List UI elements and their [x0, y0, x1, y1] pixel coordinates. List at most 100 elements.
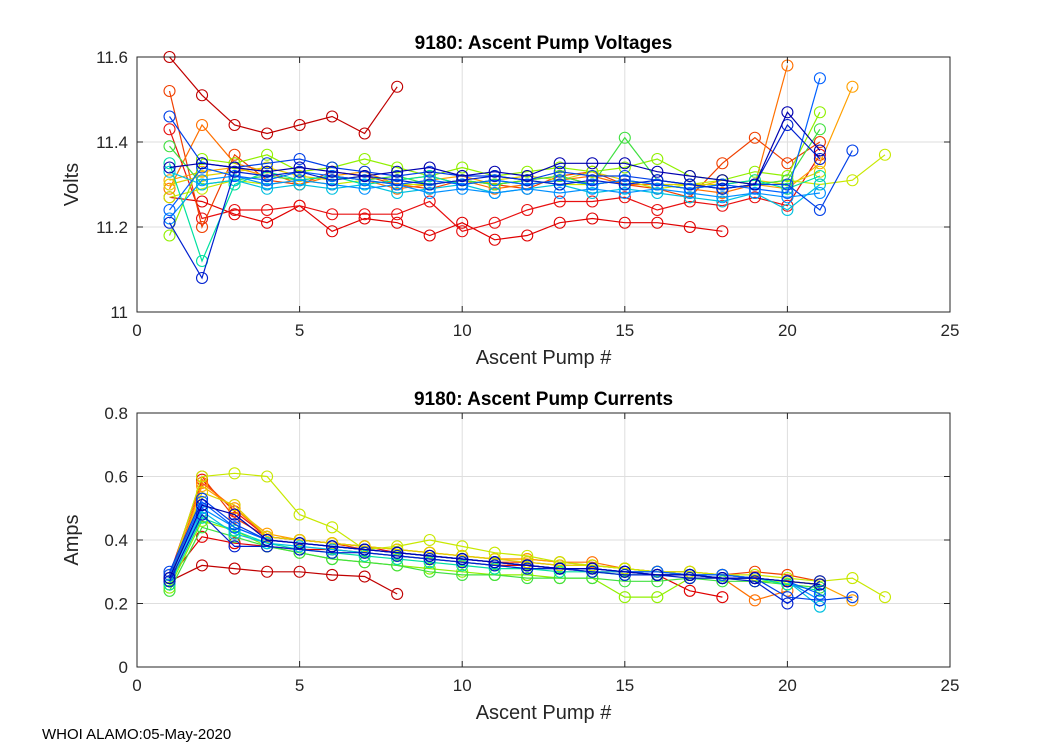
- data-point: [813, 106, 826, 119]
- data-point: [228, 178, 241, 191]
- data-point: [326, 546, 339, 559]
- data-point: [618, 575, 631, 588]
- data-point: [163, 216, 176, 229]
- data-point: [326, 225, 339, 238]
- data-point: [358, 570, 371, 583]
- data-point: [586, 169, 599, 183]
- series-line: [169, 175, 820, 219]
- data-point: [813, 165, 826, 178]
- chart-title: 9180: Ascent Pump Currents: [414, 389, 673, 410]
- data-point: [391, 174, 404, 187]
- data-point: [683, 568, 696, 581]
- x-tick-label: 25: [941, 676, 960, 695]
- data-point: [781, 174, 794, 187]
- data-point: [195, 169, 209, 183]
- x-tick-label: 10: [453, 676, 472, 695]
- y-tick-label: 0.8: [104, 404, 128, 423]
- data-point: [488, 165, 501, 178]
- data-point: [293, 565, 306, 578]
- data-point: [163, 123, 176, 136]
- series-line: [169, 56, 398, 135]
- data-point: [683, 584, 696, 597]
- data-point: [163, 157, 176, 170]
- data-point: [748, 572, 761, 585]
- data-point: [716, 195, 729, 208]
- data-point: [423, 556, 436, 569]
- data-point: [553, 174, 566, 187]
- data-point: [618, 157, 631, 170]
- data-point: [813, 148, 826, 161]
- data-point: [163, 182, 176, 195]
- data-point: [683, 178, 696, 191]
- data-point: [618, 591, 631, 604]
- data-point: [618, 186, 631, 200]
- data-point: [716, 575, 729, 588]
- x-axis-label: Ascent Pump #: [476, 347, 613, 369]
- data-point: [163, 572, 176, 585]
- y-axis-label: Amps: [61, 514, 83, 565]
- data-point: [293, 152, 306, 166]
- data-point: [553, 157, 566, 170]
- data-point: [781, 568, 794, 581]
- data-point: [618, 182, 631, 195]
- x-tick-label: 0: [132, 676, 141, 695]
- data-point: [163, 203, 176, 217]
- data-point: [391, 587, 404, 601]
- data-point: [618, 565, 631, 578]
- data-point: [651, 575, 664, 588]
- data-point: [261, 470, 274, 483]
- data-point: [781, 575, 794, 588]
- data-point: [521, 178, 534, 191]
- data-point: [553, 169, 566, 183]
- data-point: [163, 229, 176, 242]
- data-point: [195, 89, 209, 102]
- plot-area: [137, 57, 950, 312]
- data-point: [261, 157, 274, 170]
- data-point: [586, 186, 599, 200]
- data-point: [618, 161, 631, 174]
- data-point: [261, 182, 274, 195]
- data-point: [228, 518, 241, 531]
- data-point: [228, 508, 241, 521]
- data-point: [813, 186, 826, 200]
- y-tick-label: 0.4: [104, 531, 128, 550]
- series-10: [163, 521, 826, 597]
- data-point: [423, 165, 436, 178]
- data-point: [748, 568, 761, 581]
- data-point: [683, 220, 696, 234]
- data-point: [813, 581, 826, 594]
- data-point: [553, 165, 566, 178]
- data-point: [163, 191, 176, 204]
- data-point: [423, 546, 436, 559]
- data-point: [846, 144, 859, 157]
- data-point: [423, 178, 436, 191]
- data-point: [813, 600, 826, 613]
- data-point: [456, 549, 469, 562]
- data-point: [683, 186, 696, 200]
- data-point: [358, 546, 371, 559]
- data-point: [163, 140, 176, 153]
- data-point: [586, 559, 599, 572]
- series-line: [168, 123, 821, 280]
- data-point: [261, 148, 274, 161]
- series-line: [169, 111, 821, 186]
- data-point: [651, 591, 664, 604]
- data-point: [195, 559, 209, 572]
- data-point: [683, 182, 696, 195]
- data-point: [261, 540, 274, 553]
- data-point: [716, 191, 729, 204]
- data-point: [813, 594, 826, 607]
- data-point: [553, 195, 566, 208]
- data-point: [553, 178, 566, 191]
- data-point: [781, 572, 794, 585]
- data-point: [391, 546, 404, 559]
- data-point: [553, 161, 566, 174]
- data-point: [326, 521, 339, 534]
- data-point: [813, 584, 826, 597]
- series-17: [163, 106, 826, 191]
- data-point: [716, 568, 729, 581]
- data-point: [456, 161, 469, 174]
- data-point: [683, 195, 696, 208]
- data-point: [228, 537, 241, 550]
- x-tick-label: 5: [295, 321, 304, 340]
